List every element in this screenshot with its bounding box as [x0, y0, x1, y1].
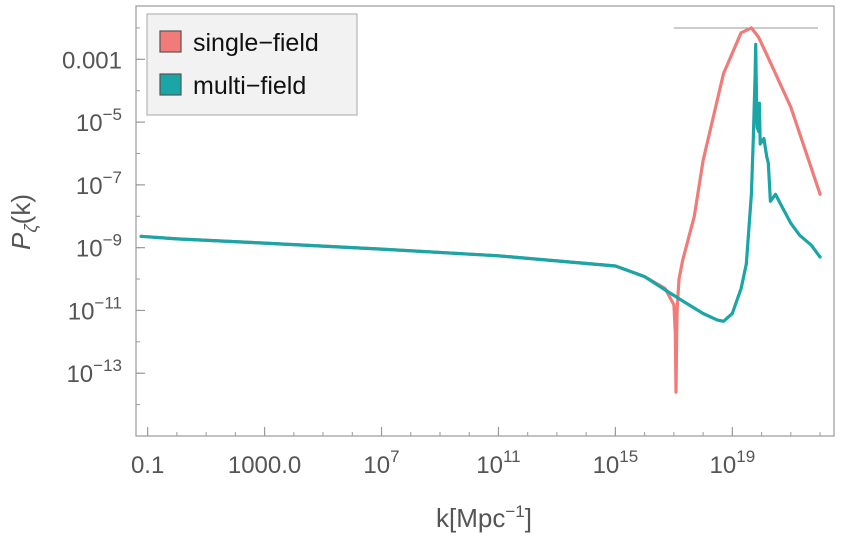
plot-frame — [135, 5, 835, 437]
series-layer — [139, 26, 822, 394]
x-tick-label: 1019 — [710, 447, 756, 479]
y-tick-label: 10−11 — [68, 293, 122, 325]
legend-swatch-multi-field — [159, 73, 182, 96]
y-tick-label: 10−7 — [76, 168, 122, 200]
x-axis-ticks: 0.1 1000.0 107 1011 1015 1019 — [131, 427, 821, 479]
legend: single−field multi−field — [146, 13, 358, 116]
legend-box — [146, 13, 358, 116]
legend-swatch-single-field — [159, 30, 182, 53]
x-tick-label: 1011 — [476, 447, 520, 479]
y-tick-label: 10−5 — [76, 105, 122, 137]
y-axis-ticks: 0.001 10−5 10−7 10−9 10−11 10−13 — [62, 27, 145, 437]
y-tick-label: 10−9 — [76, 231, 122, 263]
legend-label-multi-field: multi−field — [193, 72, 306, 100]
legend-label-single-field: single−field — [193, 29, 319, 57]
y-tick-label: 10−13 — [66, 356, 122, 388]
x-tick-label: 107 — [363, 447, 399, 479]
x-tick-label: 0.1 — [131, 452, 164, 479]
y-axis-title: Pζ(k) — [6, 194, 41, 250]
y-tick-label: 0.001 — [62, 47, 122, 74]
x-axis-title: k[Mpc−1] — [436, 502, 532, 533]
x-tick-label: 1015 — [593, 447, 639, 479]
x-tick-label: 1000.0 — [228, 452, 301, 479]
series-line-multi-field — [139, 42, 822, 323]
